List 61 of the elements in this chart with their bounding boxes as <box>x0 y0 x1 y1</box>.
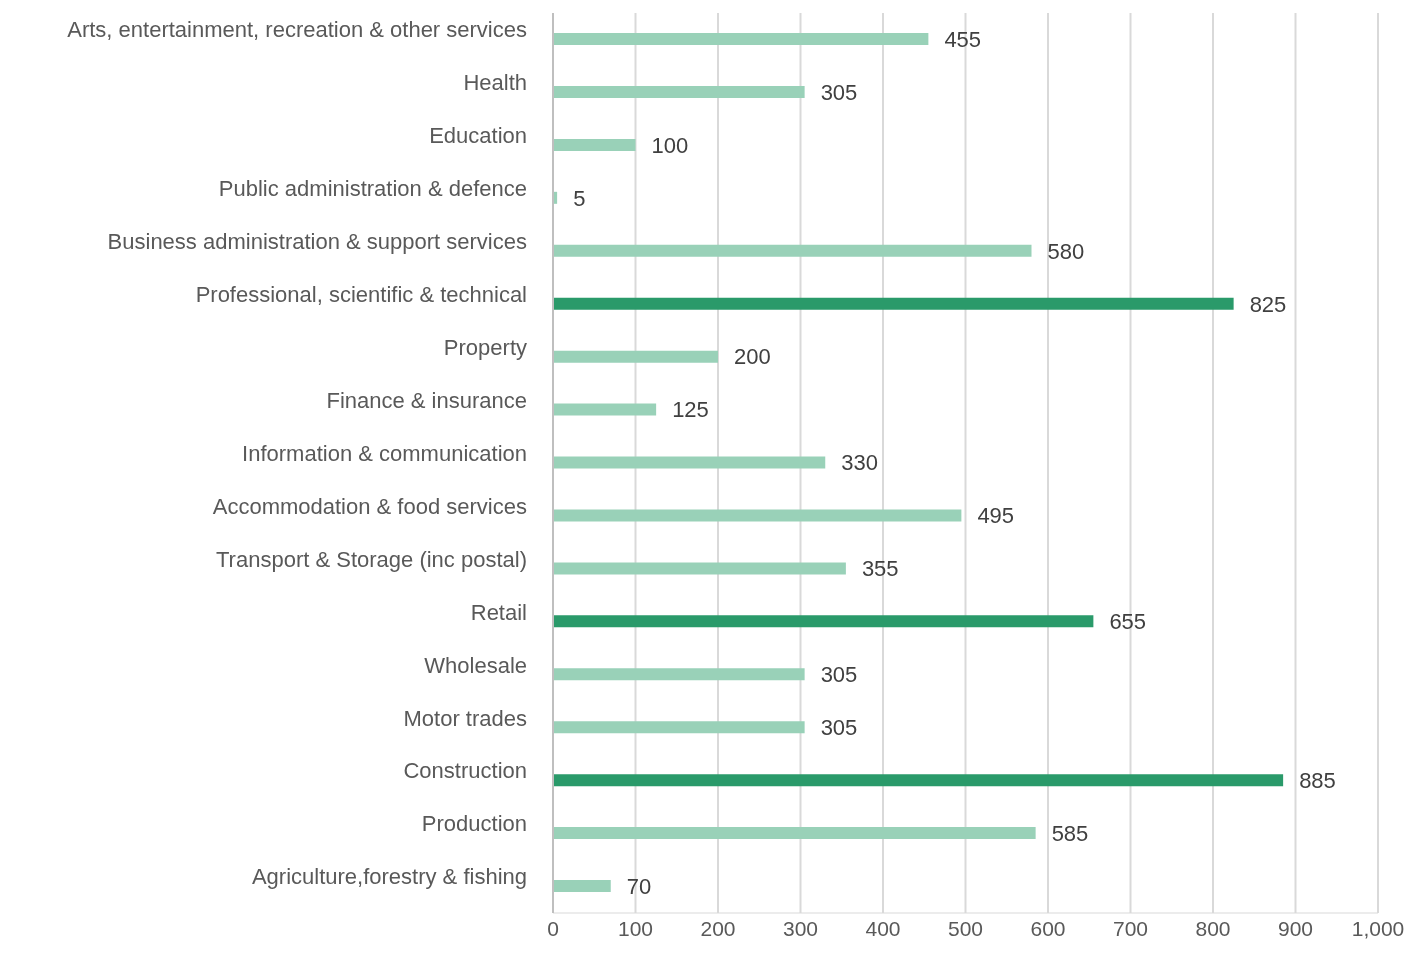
bar <box>553 350 718 363</box>
bar <box>553 509 962 522</box>
x-tick-label: 300 <box>782 916 819 940</box>
data-label: 885 <box>1299 767 1336 793</box>
y-tick-label: Retail <box>470 599 527 625</box>
data-label: 305 <box>820 662 858 688</box>
data-label: 125 <box>672 397 709 423</box>
data-label: 825 <box>1249 291 1287 317</box>
y-tick-label: Information & communication <box>242 440 527 466</box>
y-tick-label: Business administration & support services <box>107 229 527 255</box>
x-tick-label: 900 <box>1277 916 1314 940</box>
y-tick-label: Property <box>443 334 527 360</box>
y-tick-label: Construction <box>403 758 527 784</box>
bar <box>553 774 1284 787</box>
data-label: 495 <box>977 503 1015 529</box>
x-tick-label: 700 <box>1112 916 1149 940</box>
data-label: 585 <box>1051 820 1089 846</box>
data-label: 305 <box>820 79 858 105</box>
data-label: 655 <box>1109 609 1147 635</box>
y-tick-label: Transport & Storage (inc postal) <box>216 546 527 572</box>
bar <box>553 456 826 469</box>
y-tick-label: Accommodation & food services <box>212 493 527 519</box>
y-tick-label: Agriculture,forestry & fishing <box>251 864 527 890</box>
y-tick-label: Health <box>463 70 527 96</box>
bar <box>553 562 846 575</box>
data-label: 330 <box>841 450 878 476</box>
y-tick-label: Wholesale <box>424 652 527 678</box>
x-tick-label: 600 <box>1030 916 1066 940</box>
x-tick-label: 800 <box>1195 916 1231 940</box>
data-label: 580 <box>1047 238 1085 264</box>
data-label: 70 <box>626 873 652 899</box>
bar <box>553 615 1094 628</box>
bar <box>553 403 657 416</box>
data-label: 355 <box>861 556 899 582</box>
x-tick-label: 100 <box>617 916 654 940</box>
bar <box>553 85 805 98</box>
data-label: 200 <box>734 344 771 370</box>
data-label: 5 <box>573 185 586 211</box>
data-label: 455 <box>944 26 982 52</box>
y-tick-label: Motor trades <box>403 705 527 731</box>
x-tick-label: 500 <box>947 916 984 940</box>
bar <box>553 668 805 681</box>
y-tick-label: Professional, scientific & technical <box>195 281 527 307</box>
y-tick-label: Arts, entertainment, recreation & other services <box>67 17 527 43</box>
x-tick-label: 1,000 <box>1351 916 1405 940</box>
y-tick-label: Production <box>421 811 527 837</box>
bar <box>553 33 929 45</box>
bar <box>553 297 1234 310</box>
data-label: 100 <box>651 132 689 158</box>
data-label: 305 <box>820 715 858 741</box>
bar <box>553 138 636 151</box>
y-tick-label: Education <box>429 123 527 149</box>
y-tick-label: Finance & insurance <box>326 387 527 413</box>
x-tick-label: 0 <box>547 916 559 940</box>
x-tick-label: 400 <box>865 916 901 940</box>
bar <box>553 721 805 734</box>
y-tick-label: Public administration & defence <box>218 176 527 202</box>
bar <box>553 880 611 893</box>
bar <box>553 827 1036 840</box>
bar <box>553 244 1032 257</box>
x-tick-label: 200 <box>700 916 736 940</box>
